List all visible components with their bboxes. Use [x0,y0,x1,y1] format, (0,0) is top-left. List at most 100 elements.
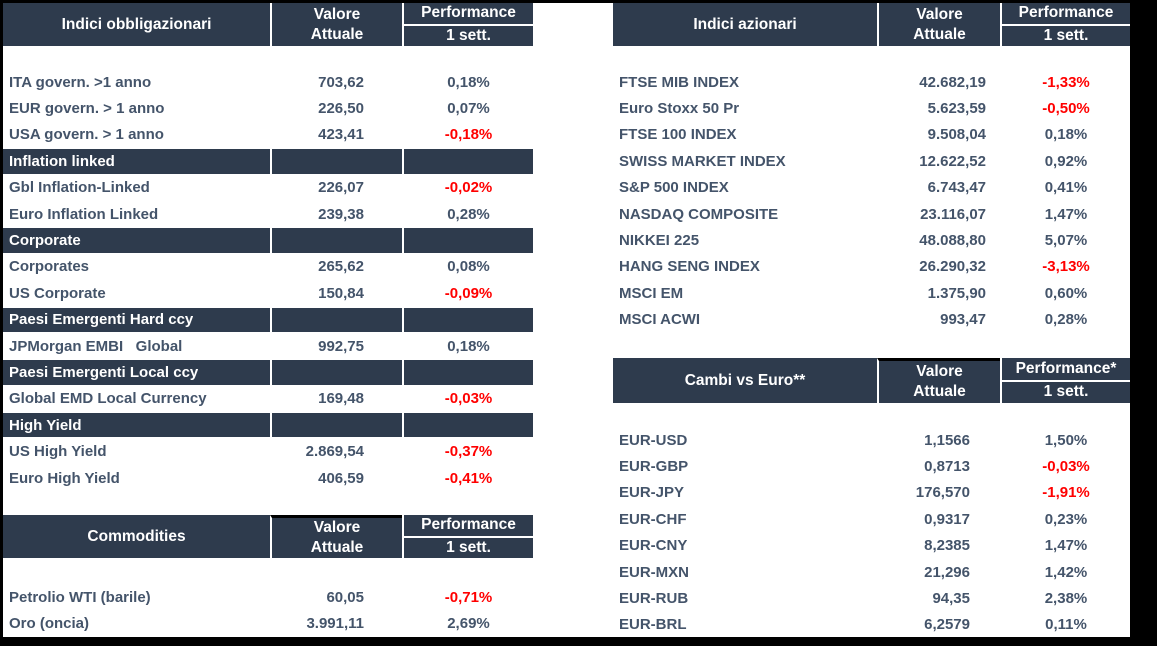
perf-header-line1: Performance* [1002,358,1130,382]
fx-table-header: Cambi vs Euro** Valore Attuale Performan… [613,358,1130,403]
row-value: 406,59 [270,465,402,493]
row-label: FTSE MIB INDEX [613,70,877,97]
row-value: 5.623,59 [877,96,1000,123]
row-label: MSCI EM [613,281,877,308]
row-perf: -0,18% [402,122,533,150]
row-value: 2.869,54 [270,439,402,466]
row-value: 1,1566 [877,428,1000,455]
row-value: 3.991,11 [270,611,402,638]
row-perf: 2,69% [402,611,533,638]
equities-value-header: Valore Attuale [877,3,1000,46]
row-value: 992,75 [270,333,402,361]
row-value: 6,2579 [877,612,1000,640]
row-perf: -1,33% [1000,70,1130,97]
row-label: FTSE 100 INDEX [613,123,877,150]
row-perf: 1,42% [1000,559,1130,587]
perf-header-line1: Performance [404,515,533,538]
row-label: EUR-BRL [613,613,877,640]
row-value: 169,48 [270,386,402,414]
row-label: S&P 500 INDEX [613,176,877,202]
row-perf: 0,23% [1000,507,1130,534]
equities-table-header: Indici azionari Valore Attuale Performan… [613,3,1130,46]
row-label: ITA govern. >1 anno [3,70,270,97]
section-perf-cell [402,307,533,334]
value-header-line1: Valore [916,363,963,380]
row-perf: -0,02% [402,175,533,202]
commodities-table-header: Commodities Valore Attuale Performance 1… [3,515,533,558]
row-value: 60,05 [270,585,402,612]
row-perf: 5,07% [1000,228,1130,255]
value-header-line2: Attuale [913,25,966,43]
row-perf: 1,47% [1000,533,1130,560]
row-perf: 1,47% [1000,201,1130,229]
row-perf: 1,50% [1000,428,1130,455]
row-perf: -1,91% [1000,480,1130,508]
row-value: 265,62 [270,254,402,282]
row-perf: -0,50% [1000,96,1130,123]
row-value: 21,296 [877,559,1000,587]
row-perf: 0,18% [402,333,533,361]
section-perf-cell [402,149,533,176]
row-perf: -3,13% [1000,254,1130,282]
row-perf: -0,41% [402,465,533,493]
row-value: 6.743,47 [877,175,1000,202]
row-label: Corporates [3,255,270,282]
row-label: EUR-CNY [613,534,877,560]
value-header-line1: Valore [313,5,361,23]
perf-header-line1: Performance [404,3,533,26]
row-value: 9.508,04 [877,122,1000,150]
row-label: EUR-RUB [613,586,877,613]
perf-header-line2: 1 sett. [446,26,491,44]
row-value: 1.375,90 [877,281,1000,308]
value-header-line1: Valore [916,5,963,23]
row-value: 703,62 [270,70,402,97]
row-value: 0,9317 [877,507,1000,534]
section-label: Paesi Emergenti Local ccy [3,360,270,387]
fx-perf-header: Performance* 1 sett. [1000,358,1130,403]
row-perf: -0,03% [1000,454,1130,481]
section-value-cell [270,413,402,440]
row-value: 94,35 [877,586,1000,613]
row-value: 239,38 [270,201,402,229]
equities-table-body: FTSE MIB INDEX 42.682,19 -1,33% Euro Stoxx … [613,70,1130,334]
section-label: Inflation linked [3,149,270,176]
row-perf: 0,28% [402,201,533,229]
row-label: US Corporate [3,281,270,308]
value-header-line2: Attuale [310,539,364,556]
section-label: Paesi Emergenti Hard ccy [3,307,270,334]
row-perf: -0,03% [402,386,533,414]
row-value: 150,84 [270,281,402,308]
frame-top [0,0,1157,3]
row-perf: 0,18% [1000,122,1130,150]
frame-left [0,0,3,646]
row-label: Euro Inflation Linked [3,202,270,229]
section-label: Corporate [3,228,270,255]
row-label: EUR-USD [613,428,877,455]
fx-title: Cambi vs Euro** [613,358,877,403]
row-value: 0,8713 [877,454,1000,481]
row-perf: -0,37% [402,439,533,466]
row-perf: 0,11% [1000,612,1130,640]
row-label: EUR-GBP [613,454,877,481]
commodities-table-body: Petrolio WTI (barile) 60,05 -0,71% Oro (onc… [3,585,533,638]
frame-bottom [0,637,1157,646]
row-value: 8,2385 [877,533,1000,560]
perf-header-line2: 1 sett. [1043,26,1089,44]
row-value: 176,570 [877,480,1000,508]
section-value-cell [270,360,402,387]
row-label: HANG SENG INDEX [613,255,877,282]
row-perf: 0,08% [402,254,533,282]
perf-header-line2: 1 sett. [1043,383,1089,401]
row-label: USA govern. > 1 anno [3,123,270,150]
row-perf: 0,18% [402,70,533,97]
section-perf-cell [402,413,533,440]
row-label: Petrolio WTI (barile) [3,585,270,612]
row-label: MSCI ACWI [613,308,877,334]
row-perf: 0,28% [1000,307,1130,334]
row-label: US High Yield [3,439,270,466]
row-label: Gbl Inflation-Linked [3,176,270,202]
commodities-perf-header: Performance 1 sett. [402,515,533,558]
row-value: 12.622,52 [877,149,1000,176]
value-header-line1: Valore [313,519,361,536]
row-value: 23.116,07 [877,201,1000,229]
